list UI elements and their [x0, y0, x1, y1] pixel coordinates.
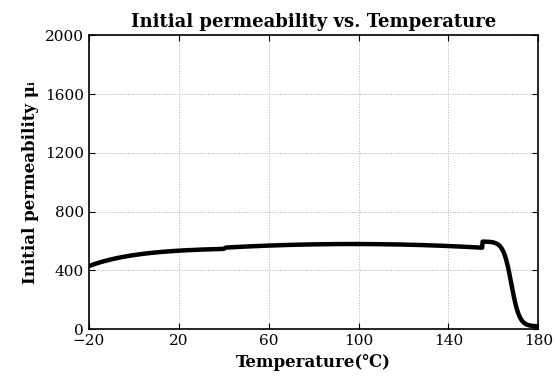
X-axis label: Temperature(℃): Temperature(℃) [236, 354, 391, 371]
Title: Initial permeability vs. Temperature: Initial permeability vs. Temperature [131, 13, 496, 31]
Y-axis label: Initial permeability μᵢ: Initial permeability μᵢ [22, 81, 39, 284]
